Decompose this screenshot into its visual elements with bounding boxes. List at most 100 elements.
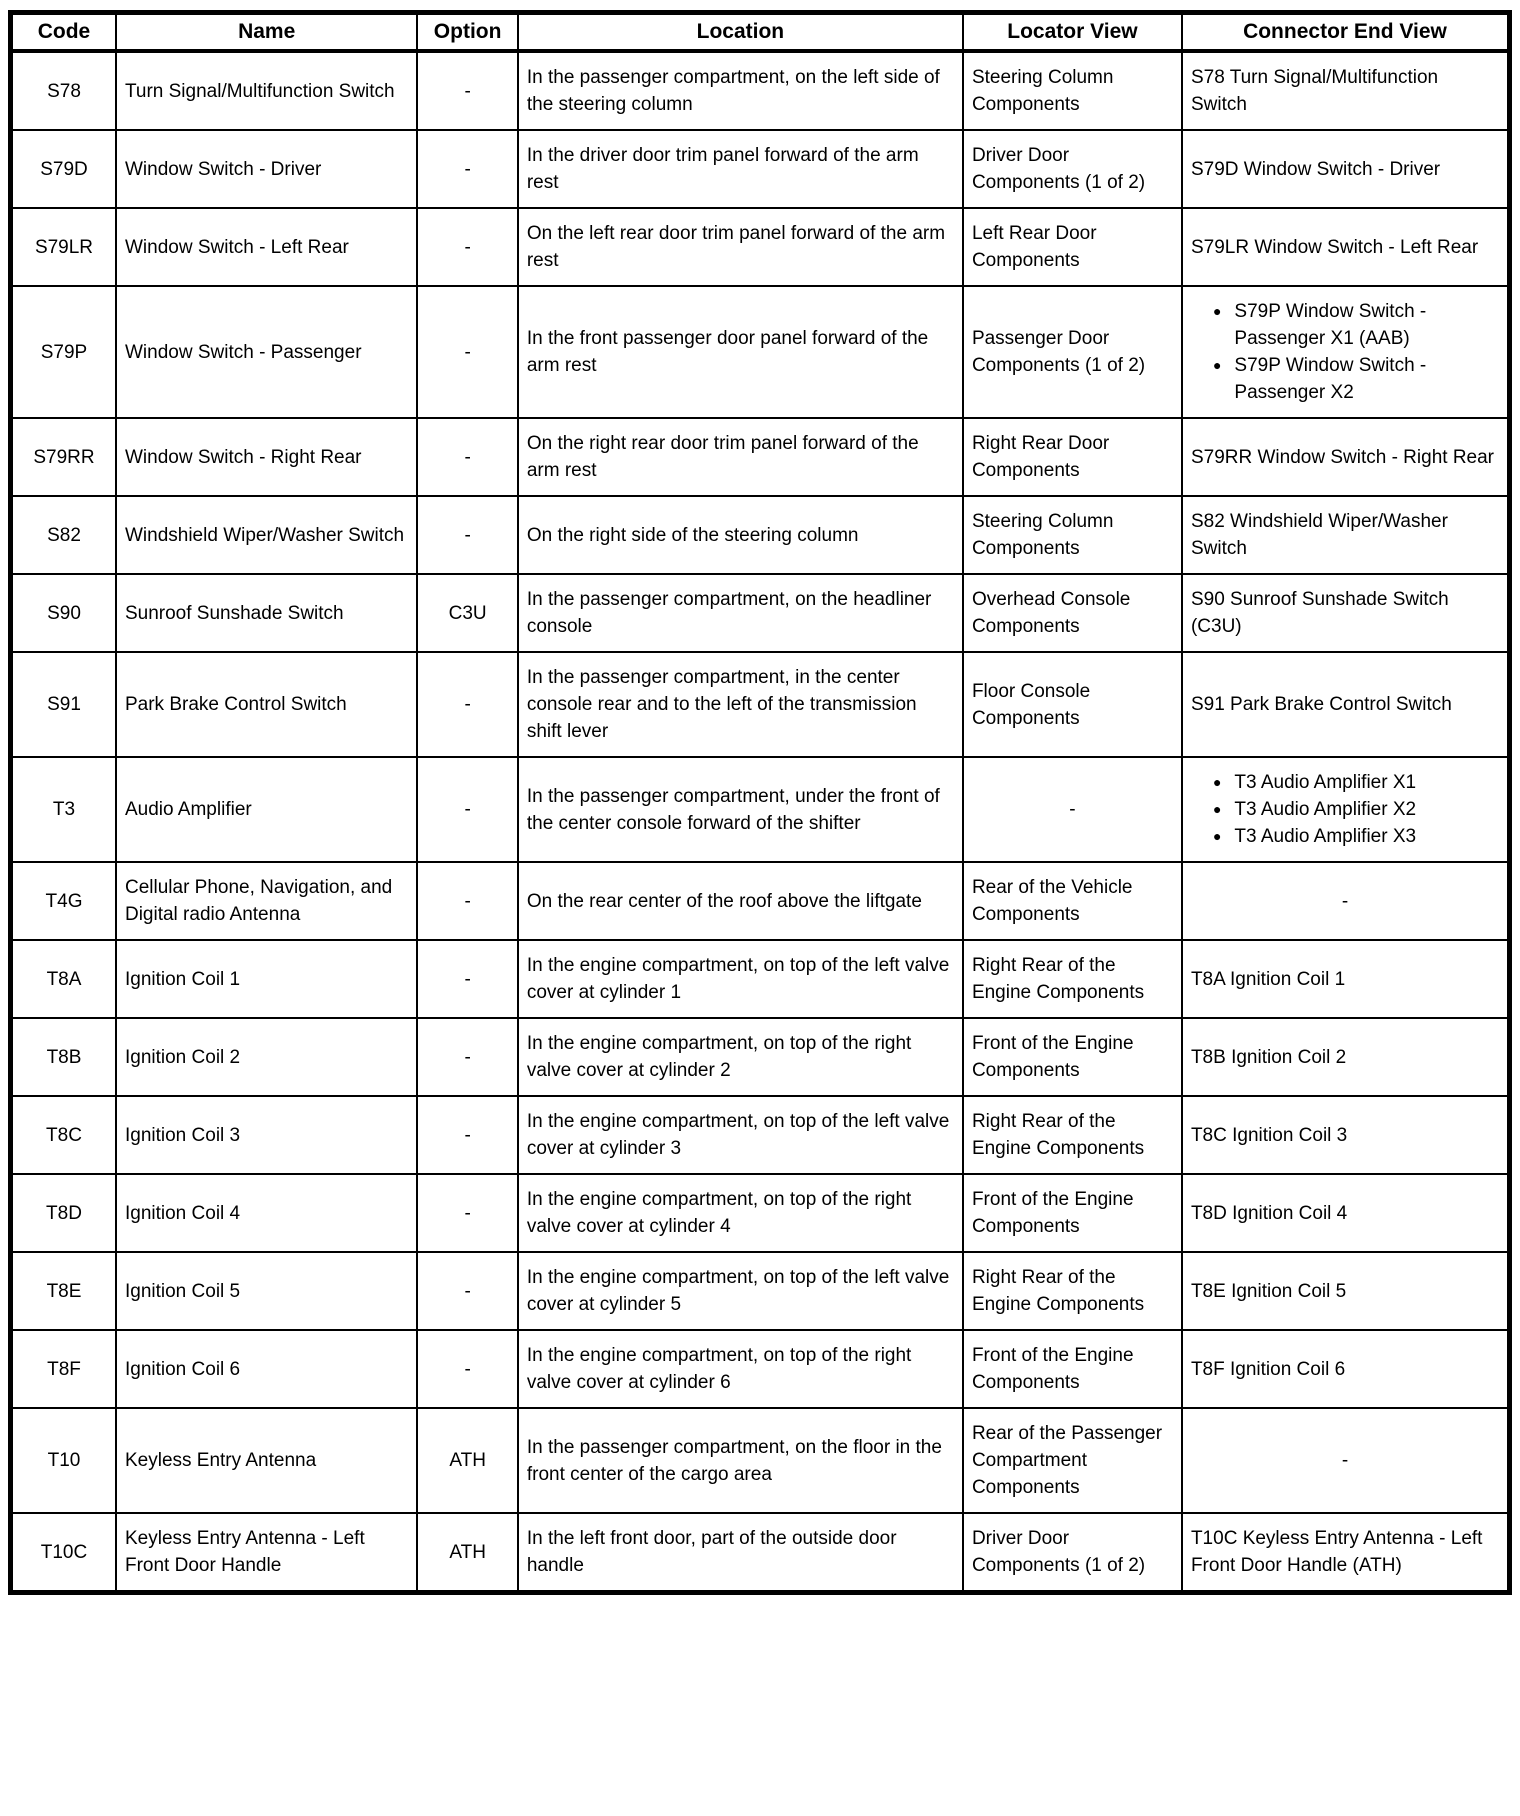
column-header-location: Location xyxy=(516,11,964,53)
cell-name: Keyless Entry Antenna - Left Front Door … xyxy=(114,1512,419,1594)
cell-code: S79RR xyxy=(9,417,117,497)
cell-locator-view: - xyxy=(961,756,1183,863)
table-row: T3 Audio Amplifier - In the passenger compa… xyxy=(9,756,1511,863)
table-header: Code Name Option Location Locator View Connec… xyxy=(9,11,1511,53)
cell-location: On the right rear door trim panel forwar… xyxy=(516,417,964,497)
cell-option: - xyxy=(416,495,519,575)
cell-name: Windshield Wiper/Washer Switch xyxy=(114,495,419,575)
cell-locator-view: Overhead Console Components xyxy=(961,573,1183,653)
connector-list-item: ● S79P Window Switch - Passenger X1 (AAB) xyxy=(1191,298,1499,352)
cell-name: Ignition Coil 6 xyxy=(114,1329,419,1409)
table-row: S79D Window Switch - Driver - In the driver… xyxy=(9,129,1511,209)
column-header-name: Name xyxy=(114,11,419,53)
cell-name: Keyless Entry Antenna xyxy=(114,1407,419,1514)
cell-locator-view: Driver Door Components (1 of 2) xyxy=(961,129,1183,209)
cell-locator-view: Rear of the Vehicle Components xyxy=(961,861,1183,941)
cell-name: Ignition Coil 5 xyxy=(114,1251,419,1331)
table-row: T10C Keyless Entry Antenna - Left Front D… xyxy=(9,1512,1511,1594)
cell-locator-view: Front of the Engine Components xyxy=(961,1329,1183,1409)
connector-list-text: S79P Window Switch - Passenger X1 (AAB) xyxy=(1234,301,1427,349)
cell-name: Window Switch - Right Rear xyxy=(114,417,419,497)
table-row: T8D Ignition Coil 4- In the engine compart… xyxy=(9,1173,1511,1253)
table-row: T8A Ignition Coil 1- In the engine compart… xyxy=(9,939,1511,1019)
cell-option: ATH xyxy=(416,1512,519,1594)
cell-location: In the engine compartment, on top of the… xyxy=(516,1017,964,1097)
table-row: S82 Windshield Wiper/Washer Switch - On the… xyxy=(9,495,1511,575)
cell-connector-end-view: S79D Window Switch - Driver xyxy=(1180,129,1511,209)
cell-name: Park Brake Control Switch xyxy=(114,651,419,758)
cell-locator-view: Front of the Engine Components xyxy=(961,1173,1183,1253)
bullet-icon: ● xyxy=(1212,357,1222,373)
cell-option: - xyxy=(416,861,519,941)
cell-connector-end-view: T8D Ignition Coil 4 xyxy=(1180,1173,1511,1253)
cell-connector-end-view: S78 Turn Signal/Multifunction Switch xyxy=(1180,50,1511,131)
cell-location: In the left front door, part of the outs… xyxy=(516,1512,964,1594)
cell-locator-view: Right Rear of the Engine Components xyxy=(961,1095,1183,1175)
cell-locator-view: Steering Column Components xyxy=(961,495,1183,575)
cell-name: Ignition Coil 4 xyxy=(114,1173,419,1253)
cell-name: Cellular Phone, Navigation, and Digital … xyxy=(114,861,419,941)
table-row: S79RR Window Switch - Right Rear - On the r… xyxy=(9,417,1511,497)
cell-code: T4G xyxy=(9,861,117,941)
cell-location: In the engine compartment, on top of the… xyxy=(516,1173,964,1253)
cell-code: S90 xyxy=(9,573,117,653)
cell-code: T10C xyxy=(9,1512,117,1594)
bullet-icon: ● xyxy=(1212,303,1222,319)
cell-location: In the engine compartment, on top of the… xyxy=(516,1095,964,1175)
cell-connector-end-view: ● S79P Window Switch - Passenger X1 (AAB)… xyxy=(1180,285,1511,419)
cell-connector-end-view: - xyxy=(1180,861,1511,941)
cell-connector-end-view: T10C Keyless Entry Antenna - Left Front … xyxy=(1180,1512,1511,1594)
bullet-icon: ● xyxy=(1212,801,1222,817)
connector-list-item: ● T3 Audio Amplifier X1 xyxy=(1191,769,1499,796)
cell-option: - xyxy=(416,417,519,497)
cell-location: In the passenger compartment, on the lef… xyxy=(516,50,964,131)
cell-code: S82 xyxy=(9,495,117,575)
cell-option: - xyxy=(416,1329,519,1409)
table-row: S79LR Window Switch - Left Rear - On the le… xyxy=(9,207,1511,287)
cell-connector-end-view: S79RR Window Switch - Right Rear xyxy=(1180,417,1511,497)
cell-connector-end-view: - xyxy=(1180,1407,1511,1514)
table-row: T8C Ignition Coil 3- In the engine compart… xyxy=(9,1095,1511,1175)
table-row: T8F Ignition Coil 6- In the engine compart… xyxy=(9,1329,1511,1409)
cell-option: - xyxy=(416,1017,519,1097)
cell-locator-view: Left Rear Door Components xyxy=(961,207,1183,287)
cell-connector-end-view: ● T3 Audio Amplifier X1 ● T3 Audio Amplifie… xyxy=(1180,756,1511,863)
cell-connector-end-view: T8E Ignition Coil 5 xyxy=(1180,1251,1511,1331)
cell-name: Window Switch - Passenger xyxy=(114,285,419,419)
connector-list-text: T3 Audio Amplifier X1 xyxy=(1234,772,1417,793)
cell-option: - xyxy=(416,129,519,209)
cell-option: - xyxy=(416,50,519,131)
cell-option: - xyxy=(416,285,519,419)
cell-option: - xyxy=(416,651,519,758)
cell-locator-view: Front of the Engine Components xyxy=(961,1017,1183,1097)
cell-location: On the left rear door trim panel forward… xyxy=(516,207,964,287)
cell-locator-view: Right Rear of the Engine Components xyxy=(961,1251,1183,1331)
cell-locator-view: Right Rear of the Engine Components xyxy=(961,939,1183,1019)
cell-location: In the engine compartment, on top of the… xyxy=(516,939,964,1019)
table-body: S78 Turn Signal/Multifunction Switch - In t… xyxy=(9,50,1511,1594)
cell-location: In the passenger compartment, in the cen… xyxy=(516,651,964,758)
cell-code: T8F xyxy=(9,1329,117,1409)
cell-location: In the engine compartment, on top of the… xyxy=(516,1251,964,1331)
cell-code: S79LR xyxy=(9,207,117,287)
cell-name: Audio Amplifier xyxy=(114,756,419,863)
cell-name: Sunroof Sunshade Switch xyxy=(114,573,419,653)
cell-option: - xyxy=(416,939,519,1019)
cell-locator-view: Floor Console Components xyxy=(961,651,1183,758)
cell-location: In the driver door trim panel forward of… xyxy=(516,129,964,209)
cell-connector-end-view: S82 Windshield Wiper/Washer Switch xyxy=(1180,495,1511,575)
cell-name: Window Switch - Driver xyxy=(114,129,419,209)
cell-code: T8D xyxy=(9,1173,117,1253)
cell-name: Turn Signal/Multifunction Switch xyxy=(114,50,419,131)
table-row: T8E Ignition Coil 5- In the engine compart… xyxy=(9,1251,1511,1331)
column-header-locator-view: Locator View xyxy=(961,11,1183,53)
cell-locator-view: Right Rear Door Components xyxy=(961,417,1183,497)
connector-list-item: ● T3 Audio Amplifier X2 xyxy=(1191,796,1499,823)
cell-locator-view: Passenger Door Components (1 of 2) xyxy=(961,285,1183,419)
cell-location: In the front passenger door panel forwar… xyxy=(516,285,964,419)
column-header-connector-end-view: Connector End View xyxy=(1180,11,1511,53)
cell-locator-view: Driver Door Components (1 of 2) xyxy=(961,1512,1183,1594)
connector-list-item: ● T3 Audio Amplifier X3 xyxy=(1191,823,1499,850)
cell-location: In the engine compartment, on top of the… xyxy=(516,1329,964,1409)
cell-code: T3 xyxy=(9,756,117,863)
